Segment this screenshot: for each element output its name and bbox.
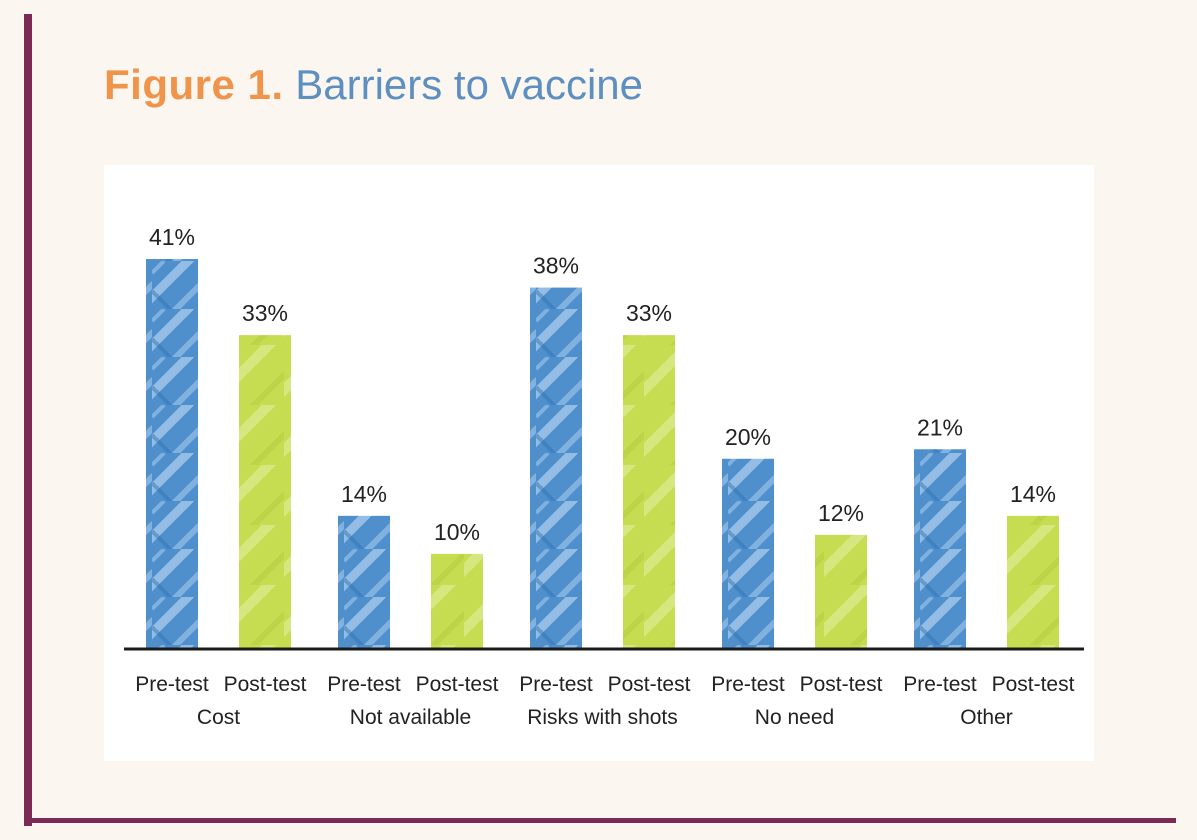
value-label-no-need-pre-test: 20% xyxy=(725,424,771,450)
bar-no-need-pre-test xyxy=(722,458,774,649)
bar-cost-post-test xyxy=(239,335,291,649)
bottom-accent-rule xyxy=(24,818,1176,823)
tick-label-risks-with-shots-pre-test: Pre-test xyxy=(519,673,593,696)
bar-risks-with-shots-post-test xyxy=(623,335,675,649)
category-label-other: Other xyxy=(960,706,1013,729)
tick-label-risks-with-shots-post-test: Post-test xyxy=(608,673,691,696)
value-label-risks-with-shots-pre-test: 38% xyxy=(533,253,579,279)
category-label-not-available: Not available xyxy=(350,706,471,729)
bar-other-pre-test xyxy=(914,449,966,649)
tick-label-not-available-pre-test: Pre-test xyxy=(327,673,401,696)
figure-title: Figure 1. Barriers to vaccine xyxy=(104,58,643,112)
tick-label-not-available-post-test: Post-test xyxy=(416,673,499,696)
value-label-cost-post-test: 33% xyxy=(242,300,288,326)
value-label-not-available-pre-test: 14% xyxy=(341,481,387,507)
tick-label-no-need-pre-test: Pre-test xyxy=(711,673,785,696)
value-label-no-need-post-test: 12% xyxy=(818,500,864,526)
value-label-cost-pre-test: 41% xyxy=(149,224,195,250)
bar-not-available-pre-test xyxy=(338,515,390,649)
bar-risks-with-shots-pre-test xyxy=(530,287,582,649)
value-label-other-post-test: 14% xyxy=(1010,481,1056,507)
category-label-risks-with-shots: Risks with shots xyxy=(527,706,678,729)
value-label-risks-with-shots-post-test: 33% xyxy=(626,300,672,326)
figure-label: Figure 1. xyxy=(104,61,284,108)
tick-label-other-pre-test: Pre-test xyxy=(903,673,977,696)
value-label-other-pre-test: 21% xyxy=(917,414,963,440)
value-label-not-available-post-test: 10% xyxy=(434,519,480,545)
tick-label-cost-post-test: Post-test xyxy=(224,673,307,696)
chart-panel: 41% 33% 14% 10% 38% 33% 20% 12% 21% 14% Pre-test P… xyxy=(104,165,1094,761)
bar-not-available-post-test xyxy=(431,553,483,649)
bar-other-post-test xyxy=(1007,515,1059,649)
figure-title-text: Barriers to vaccine xyxy=(295,61,644,108)
bar-chart: 41% 33% 14% 10% 38% 33% 20% 12% 21% 14% Pre-test P… xyxy=(124,224,1084,729)
tick-label-no-need-post-test: Post-test xyxy=(800,673,883,696)
tick-label-other-post-test: Post-test xyxy=(992,673,1075,696)
bar-no-need-post-test xyxy=(815,534,867,649)
category-label-no-need: No need xyxy=(755,706,834,729)
category-label-cost: Cost xyxy=(197,706,240,729)
tick-label-cost-pre-test: Pre-test xyxy=(135,673,209,696)
bar-cost-pre-test xyxy=(146,259,198,649)
left-accent-rule xyxy=(24,14,32,826)
